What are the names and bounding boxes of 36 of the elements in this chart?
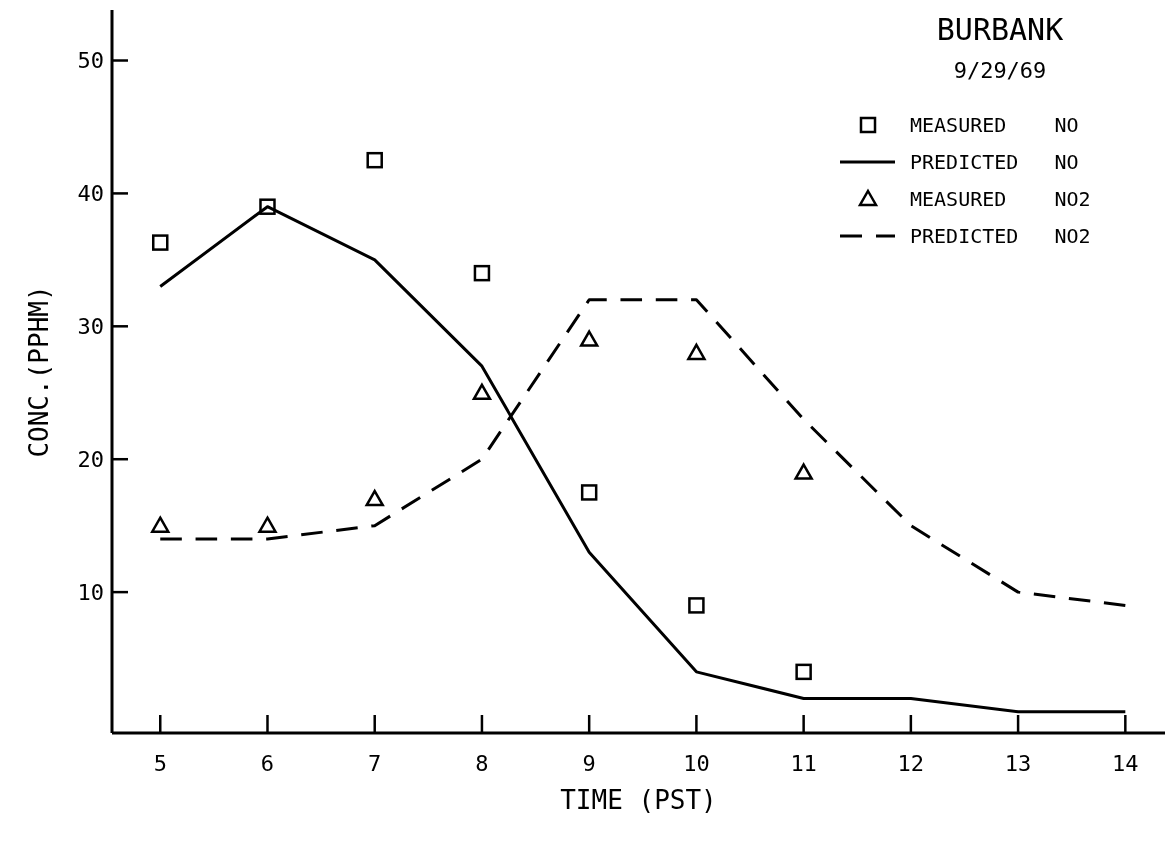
x-axis-title: TIME (PST) [560, 785, 717, 815]
point [795, 663, 812, 681]
x-tick-label: 13 [1004, 751, 1032, 776]
x-tick-label: 8 [475, 751, 489, 776]
legend-label: PREDICTED NO2 [910, 224, 1091, 248]
legend-label: MEASURED NO [910, 113, 1079, 137]
point [794, 463, 813, 480]
y-tick-label: 50 [77, 48, 104, 74]
y-tick-label: 30 [77, 314, 104, 340]
point [579, 330, 599, 347]
point [258, 516, 277, 533]
x-tick-label: 5 [153, 751, 167, 776]
y-tick-label: 20 [77, 446, 104, 472]
point [687, 343, 706, 361]
point [151, 516, 170, 533]
legend-label: MEASURED NO2 [910, 187, 1091, 211]
x-tick-label: 12 [897, 751, 925, 776]
x-tick-label: 11 [790, 751, 817, 776]
x-tick-label: 14 [1112, 751, 1139, 776]
x-tick-label: 10 [683, 751, 710, 776]
point [365, 489, 384, 507]
y-tick-label: 10 [77, 579, 104, 605]
point [473, 264, 491, 282]
point [472, 383, 492, 401]
point [152, 234, 169, 251]
text: 9/29/69 [953, 58, 1047, 83]
point [688, 597, 705, 614]
y-axis-title: CONC.(PPHM) [24, 285, 54, 458]
x-tick-label: 9 [582, 751, 596, 776]
point [580, 484, 598, 501]
point [366, 151, 383, 169]
legend-label: PREDICTED NO [910, 150, 1079, 174]
x-tick-label: 7 [368, 751, 382, 776]
y-tick-label: 40 [77, 181, 104, 207]
chart-title: BURBANK [936, 12, 1064, 47]
x-tick-label: 6 [260, 751, 275, 776]
